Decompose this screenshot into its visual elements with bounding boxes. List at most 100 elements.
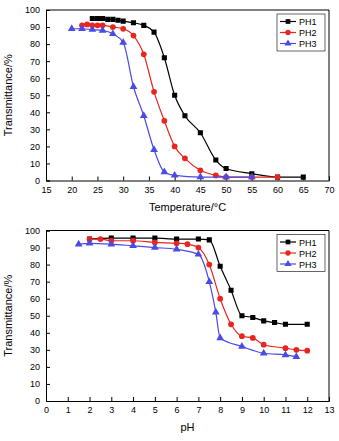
tick: 11 xyxy=(281,397,290,415)
marker xyxy=(196,236,201,241)
legend-box xyxy=(277,14,325,51)
y-axis-line xyxy=(47,11,51,182)
x-axis-title: Temperature/°C xyxy=(149,201,226,213)
tick: 5 xyxy=(153,397,158,415)
marker xyxy=(152,30,157,35)
series-line xyxy=(90,239,308,351)
marker xyxy=(131,33,137,39)
tick: 0 xyxy=(35,396,50,406)
tick-label: 40 xyxy=(30,328,40,338)
tick: 80 xyxy=(30,39,50,49)
tick-label: 5 xyxy=(153,405,158,415)
marker xyxy=(301,175,306,180)
tick-mark xyxy=(46,181,50,182)
tick-mark xyxy=(90,397,91,401)
legend: PH1PH2PH3 xyxy=(277,235,325,272)
tick-label: 4 xyxy=(131,405,136,415)
marker xyxy=(224,166,229,171)
marker xyxy=(110,17,115,22)
tick: 1 xyxy=(66,397,71,415)
tick: 20 xyxy=(30,362,50,372)
series-line xyxy=(90,238,308,324)
tick-mark xyxy=(46,27,50,28)
frame-right xyxy=(329,231,330,402)
tick-label: 80 xyxy=(30,260,40,270)
tick-mark xyxy=(46,146,50,147)
tick: 50 xyxy=(30,91,50,101)
tick-mark xyxy=(123,177,124,181)
marker xyxy=(119,38,127,45)
tick-label: 70 xyxy=(30,57,40,67)
marker xyxy=(121,19,126,24)
tick: 0 xyxy=(35,176,50,186)
marker xyxy=(205,277,213,284)
tick-mark xyxy=(149,177,150,181)
marker xyxy=(216,333,224,340)
marker xyxy=(218,264,223,269)
frame-top xyxy=(46,230,329,231)
tick-mark xyxy=(264,397,265,401)
tick-mark xyxy=(46,265,50,266)
marker xyxy=(140,111,148,118)
tick-mark xyxy=(46,299,50,300)
series-line xyxy=(79,243,297,356)
marker xyxy=(172,144,178,150)
tick-mark xyxy=(46,10,50,11)
tick: 70 xyxy=(324,177,334,195)
marker xyxy=(172,93,177,98)
tick: 90 xyxy=(30,243,50,253)
tick-mark xyxy=(46,163,50,164)
marker xyxy=(195,250,203,257)
marker xyxy=(305,322,310,327)
tick-label: 10 xyxy=(30,379,40,389)
series-line xyxy=(72,29,252,177)
marker xyxy=(150,145,158,152)
x-axis: 152025303540455055606570 xyxy=(41,177,334,195)
tick-mark xyxy=(285,397,286,401)
legend-label: PH3 xyxy=(299,260,317,270)
marker xyxy=(161,118,167,124)
tick-mark xyxy=(97,177,98,181)
tick-label: 60 xyxy=(30,74,40,84)
marker xyxy=(239,313,244,318)
marker xyxy=(222,173,230,180)
marker xyxy=(261,342,267,348)
tick: 30 xyxy=(30,125,50,135)
tick-mark xyxy=(46,350,50,351)
marker xyxy=(131,20,136,25)
tick: 25 xyxy=(93,177,103,195)
tick-mark xyxy=(155,397,156,401)
legend-label: PH2 xyxy=(299,28,317,38)
marker xyxy=(90,16,95,21)
marker xyxy=(198,130,203,135)
tick-mark xyxy=(46,282,50,283)
marker xyxy=(250,335,256,341)
tick: 20 xyxy=(67,177,77,195)
x-axis-line xyxy=(47,397,330,402)
marker xyxy=(197,167,203,173)
tick-label: 60 xyxy=(273,185,283,195)
tick: 40 xyxy=(170,177,180,195)
tick-mark xyxy=(46,367,50,368)
tick-label: 1 xyxy=(66,405,71,415)
marker xyxy=(206,262,212,268)
tick: 2 xyxy=(88,397,93,415)
tick-label: 2 xyxy=(88,405,93,415)
tick: 9 xyxy=(240,397,245,415)
marker xyxy=(304,348,310,354)
marker xyxy=(275,175,280,180)
marker xyxy=(239,333,245,339)
tick-label: 0 xyxy=(35,176,40,186)
marker xyxy=(160,168,168,175)
tick-label: 10 xyxy=(30,159,40,169)
tick-label: 70 xyxy=(324,185,334,195)
tick-label: 50 xyxy=(30,91,40,101)
tick-mark xyxy=(177,397,178,401)
legend-label: PH3 xyxy=(299,39,317,49)
marker xyxy=(141,51,147,57)
tick: 10 xyxy=(259,397,269,415)
marker xyxy=(250,315,255,320)
marker xyxy=(88,25,96,32)
legend-label: PH1 xyxy=(299,238,317,248)
marker xyxy=(129,241,137,248)
